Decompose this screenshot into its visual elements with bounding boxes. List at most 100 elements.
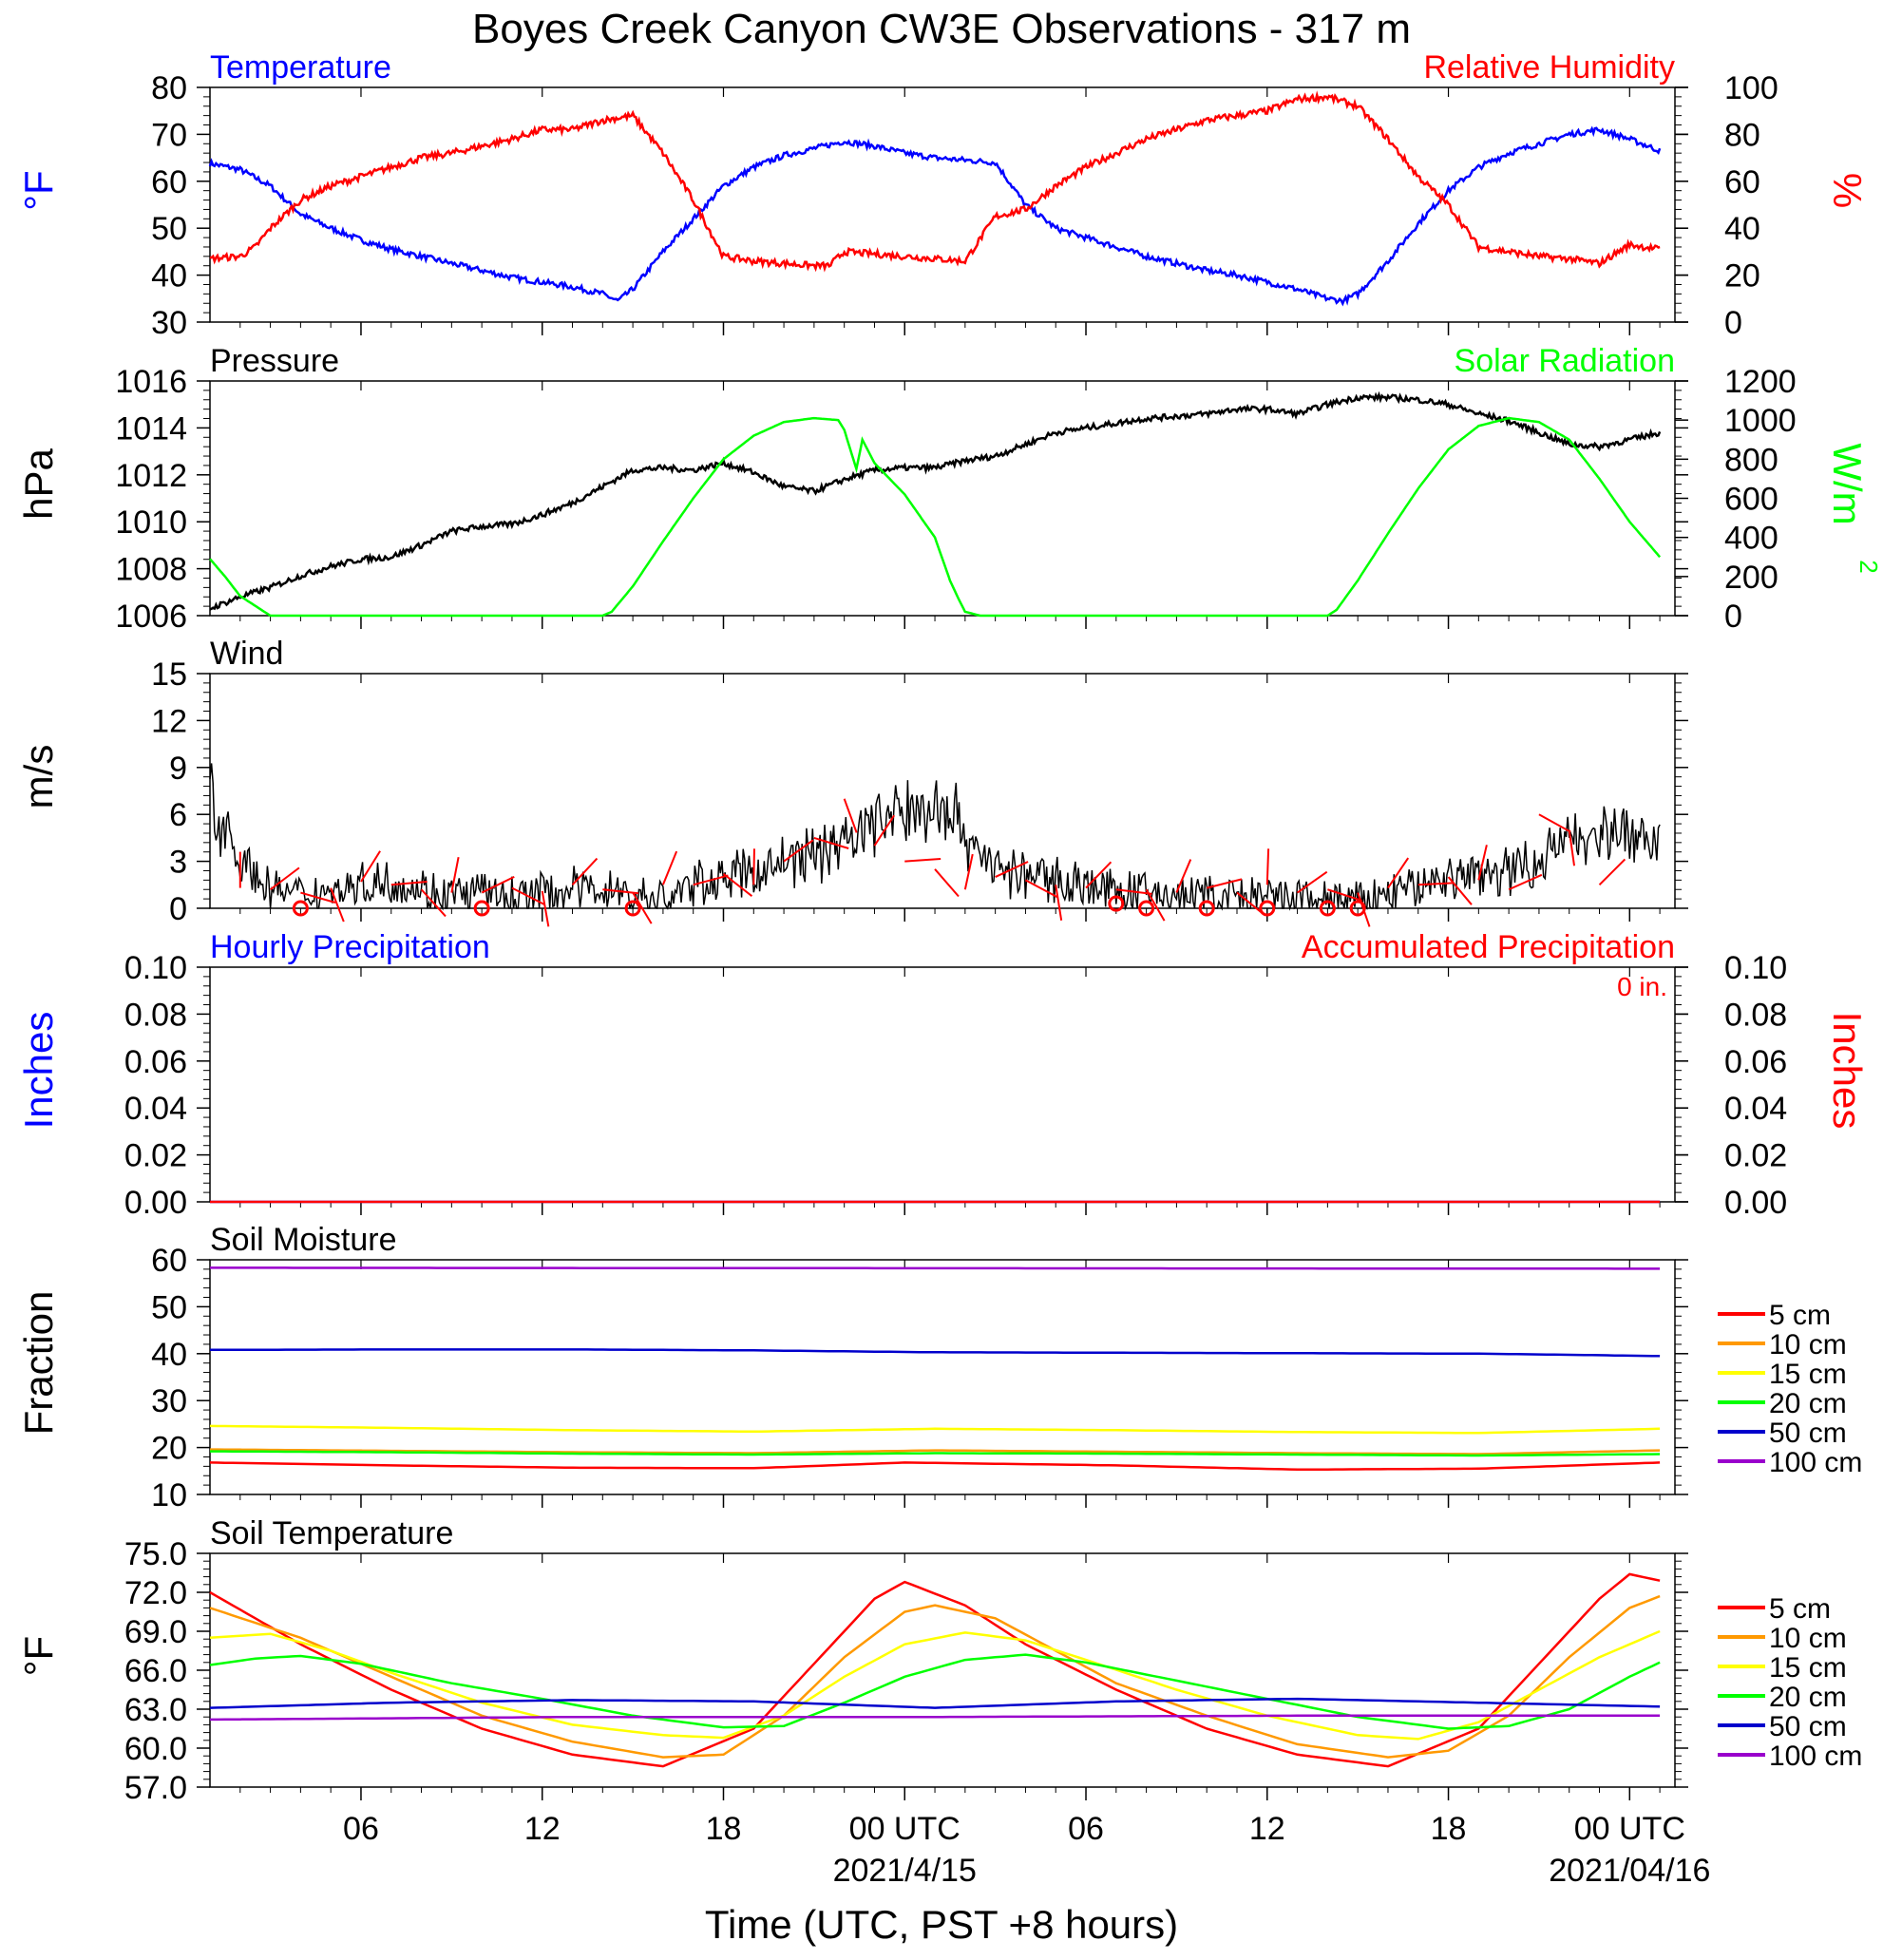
wind-barb bbox=[1538, 813, 1571, 833]
soil-temperature-series-line bbox=[209, 1697, 1661, 1709]
wind-barb bbox=[1477, 845, 1488, 881]
pressure-solar-ylabel-right-sup: 2 bbox=[1854, 560, 1883, 573]
precipitation-ytick-label-right: 0.02 bbox=[1724, 1138, 1787, 1174]
soil-temperature-ytick-label-left: 72.0 bbox=[124, 1575, 187, 1611]
precipitation-ytick-label-right: 0.10 bbox=[1724, 950, 1787, 986]
wind-barb bbox=[904, 857, 942, 863]
wind-barb bbox=[1297, 870, 1328, 894]
calm-wind-marker bbox=[1108, 895, 1125, 912]
wind-ytick-label-left: 0 bbox=[169, 891, 187, 927]
soil-temperature-title-left: Soil Temperature bbox=[210, 1515, 453, 1551]
temperature-rh-ytick-label-left: 30 bbox=[151, 305, 187, 341]
precipitation-ytick-label-right: 0.08 bbox=[1724, 997, 1787, 1033]
wind-ytick-label-left: 6 bbox=[169, 797, 187, 833]
wind-barb bbox=[511, 886, 545, 905]
wind-frame bbox=[209, 673, 1676, 909]
wind-barb bbox=[1085, 861, 1113, 889]
wind-barb bbox=[1115, 888, 1152, 895]
wind-barb bbox=[661, 850, 678, 885]
precipitation-ytick-label-left: 0.08 bbox=[124, 997, 187, 1033]
wind-series-line bbox=[209, 763, 1661, 911]
x-tick-label: 06 bbox=[343, 1811, 379, 1847]
x-tick-label: 12 bbox=[1249, 1811, 1285, 1847]
soil-temperature-frame bbox=[209, 1552, 1676, 1788]
soil-temperature-ytick-label-left: 60.0 bbox=[124, 1731, 187, 1767]
soil-moisture-series-line bbox=[210, 1448, 1661, 1456]
x-tick-label: 12 bbox=[524, 1811, 561, 1847]
wind-barb bbox=[963, 853, 974, 890]
pressure-solar-ytick-label-left: 1012 bbox=[115, 458, 187, 494]
wind-barb bbox=[1145, 888, 1166, 922]
wind-barb bbox=[571, 857, 599, 885]
chart-title: Boyes Creek Canyon CW3E Observations - 3… bbox=[472, 6, 1411, 52]
soil-temperature-legend-label: 10 cm bbox=[1769, 1623, 1847, 1654]
soil-temperature-series-line bbox=[209, 1629, 1661, 1741]
x-tick-label: 06 bbox=[1068, 1811, 1104, 1847]
precipitation-ytick-label-left: 0.00 bbox=[124, 1185, 187, 1221]
wind-barb bbox=[420, 888, 447, 918]
temperature-rh-title-right: Relative Humidity bbox=[1423, 49, 1675, 86]
wind-barb bbox=[783, 839, 814, 863]
soil-temperature-legend-label: 50 cm bbox=[1769, 1711, 1847, 1742]
wind-barb bbox=[1417, 882, 1455, 886]
temperature-rh-ytick-label-right: 0 bbox=[1724, 305, 1742, 341]
soil-moisture-ytick-label-left: 10 bbox=[151, 1477, 187, 1513]
pressure-solar-ytick-label-right: 400 bbox=[1724, 521, 1778, 557]
soil-moisture-legend-label: 50 cm bbox=[1769, 1418, 1847, 1449]
wind-barb bbox=[1447, 876, 1473, 905]
temperature-rh-ytick-label-left: 70 bbox=[151, 117, 187, 153]
soil-moisture-series-line bbox=[210, 1450, 1661, 1457]
wind-ytick-label-left: 3 bbox=[169, 845, 187, 881]
wind-barb bbox=[1598, 858, 1626, 886]
precipitation-ytick-label-left: 0.06 bbox=[124, 1044, 187, 1080]
temperature-rh-ytick-label-right: 100 bbox=[1724, 70, 1778, 106]
pressure-solar-title-left: Pressure bbox=[210, 343, 339, 379]
temperature-rh-frame bbox=[209, 86, 1676, 323]
pressure-solar-ytick-label-left: 1008 bbox=[115, 552, 187, 588]
soil-temperature-ytick-label-left: 66.0 bbox=[124, 1653, 187, 1689]
precipitation-ytick-label-right: 0.04 bbox=[1724, 1091, 1787, 1127]
soil-temperature-ytick-label-left: 57.0 bbox=[124, 1770, 187, 1806]
wind-barb bbox=[481, 875, 515, 894]
wind-barb bbox=[722, 872, 753, 897]
wind-ytick-label-left: 9 bbox=[169, 751, 187, 787]
pressure-solar-ytick-label-right: 200 bbox=[1724, 560, 1778, 596]
temperature-rh-ytick-label-right: 80 bbox=[1724, 117, 1760, 153]
soil-moisture-ytick-label-left: 30 bbox=[151, 1383, 187, 1419]
x-tick-date: 2021/4/15 bbox=[833, 1853, 977, 1889]
pressure-solar-ytick-label-left: 1014 bbox=[115, 410, 187, 447]
soil-moisture-title-left: Soil Moisture bbox=[210, 1222, 397, 1258]
soil-temperature-series-line bbox=[209, 1653, 1661, 1730]
precipitation-ytick-label-right: 0.00 bbox=[1724, 1185, 1787, 1221]
soil-moisture-series-line bbox=[210, 1266, 1661, 1270]
wind-barb bbox=[1236, 891, 1266, 917]
soil-moisture-series-line bbox=[209, 1461, 1661, 1472]
x-tick-date: 2021/04/16 bbox=[1549, 1853, 1710, 1889]
wind-barb bbox=[1265, 848, 1270, 885]
wind-barb bbox=[450, 857, 460, 893]
wind-barb bbox=[693, 874, 729, 886]
wind-barb bbox=[541, 890, 550, 927]
wind-barb bbox=[813, 836, 849, 849]
pressure-solar-ytick-label-right: 0 bbox=[1724, 599, 1742, 635]
temperature-rh-title-left: Temperature bbox=[210, 49, 391, 86]
soil-moisture-legend-label: 5 cm bbox=[1769, 1300, 1831, 1331]
calm-wind-marker bbox=[1319, 900, 1336, 917]
precipitation-ytick-label-right: 0.06 bbox=[1724, 1044, 1787, 1080]
pressure-solar-ytick-label-left: 1010 bbox=[115, 504, 187, 541]
soil-moisture-series-line bbox=[210, 1348, 1661, 1358]
soil-temperature-legend-label: 5 cm bbox=[1769, 1593, 1831, 1625]
wind-barb bbox=[1175, 859, 1192, 893]
wind-ytick-label-left: 12 bbox=[151, 703, 187, 739]
x-tick-label: 00 UTC bbox=[849, 1811, 961, 1847]
temperature-rh-ytick-label-right: 60 bbox=[1724, 164, 1760, 200]
pressure-solar-ylabel-left: hPa bbox=[16, 447, 61, 519]
precipitation-annotation: 0 in. bbox=[1617, 972, 1667, 1001]
soil-temperature-ytick-label-left: 69.0 bbox=[124, 1614, 187, 1650]
calm-wind-marker bbox=[624, 900, 641, 917]
pressure-solar-ytick-label-right: 1000 bbox=[1724, 403, 1797, 439]
calm-wind-marker bbox=[1138, 900, 1155, 917]
pressure-solar-series-line bbox=[209, 390, 1662, 611]
wind-barb bbox=[934, 868, 960, 898]
